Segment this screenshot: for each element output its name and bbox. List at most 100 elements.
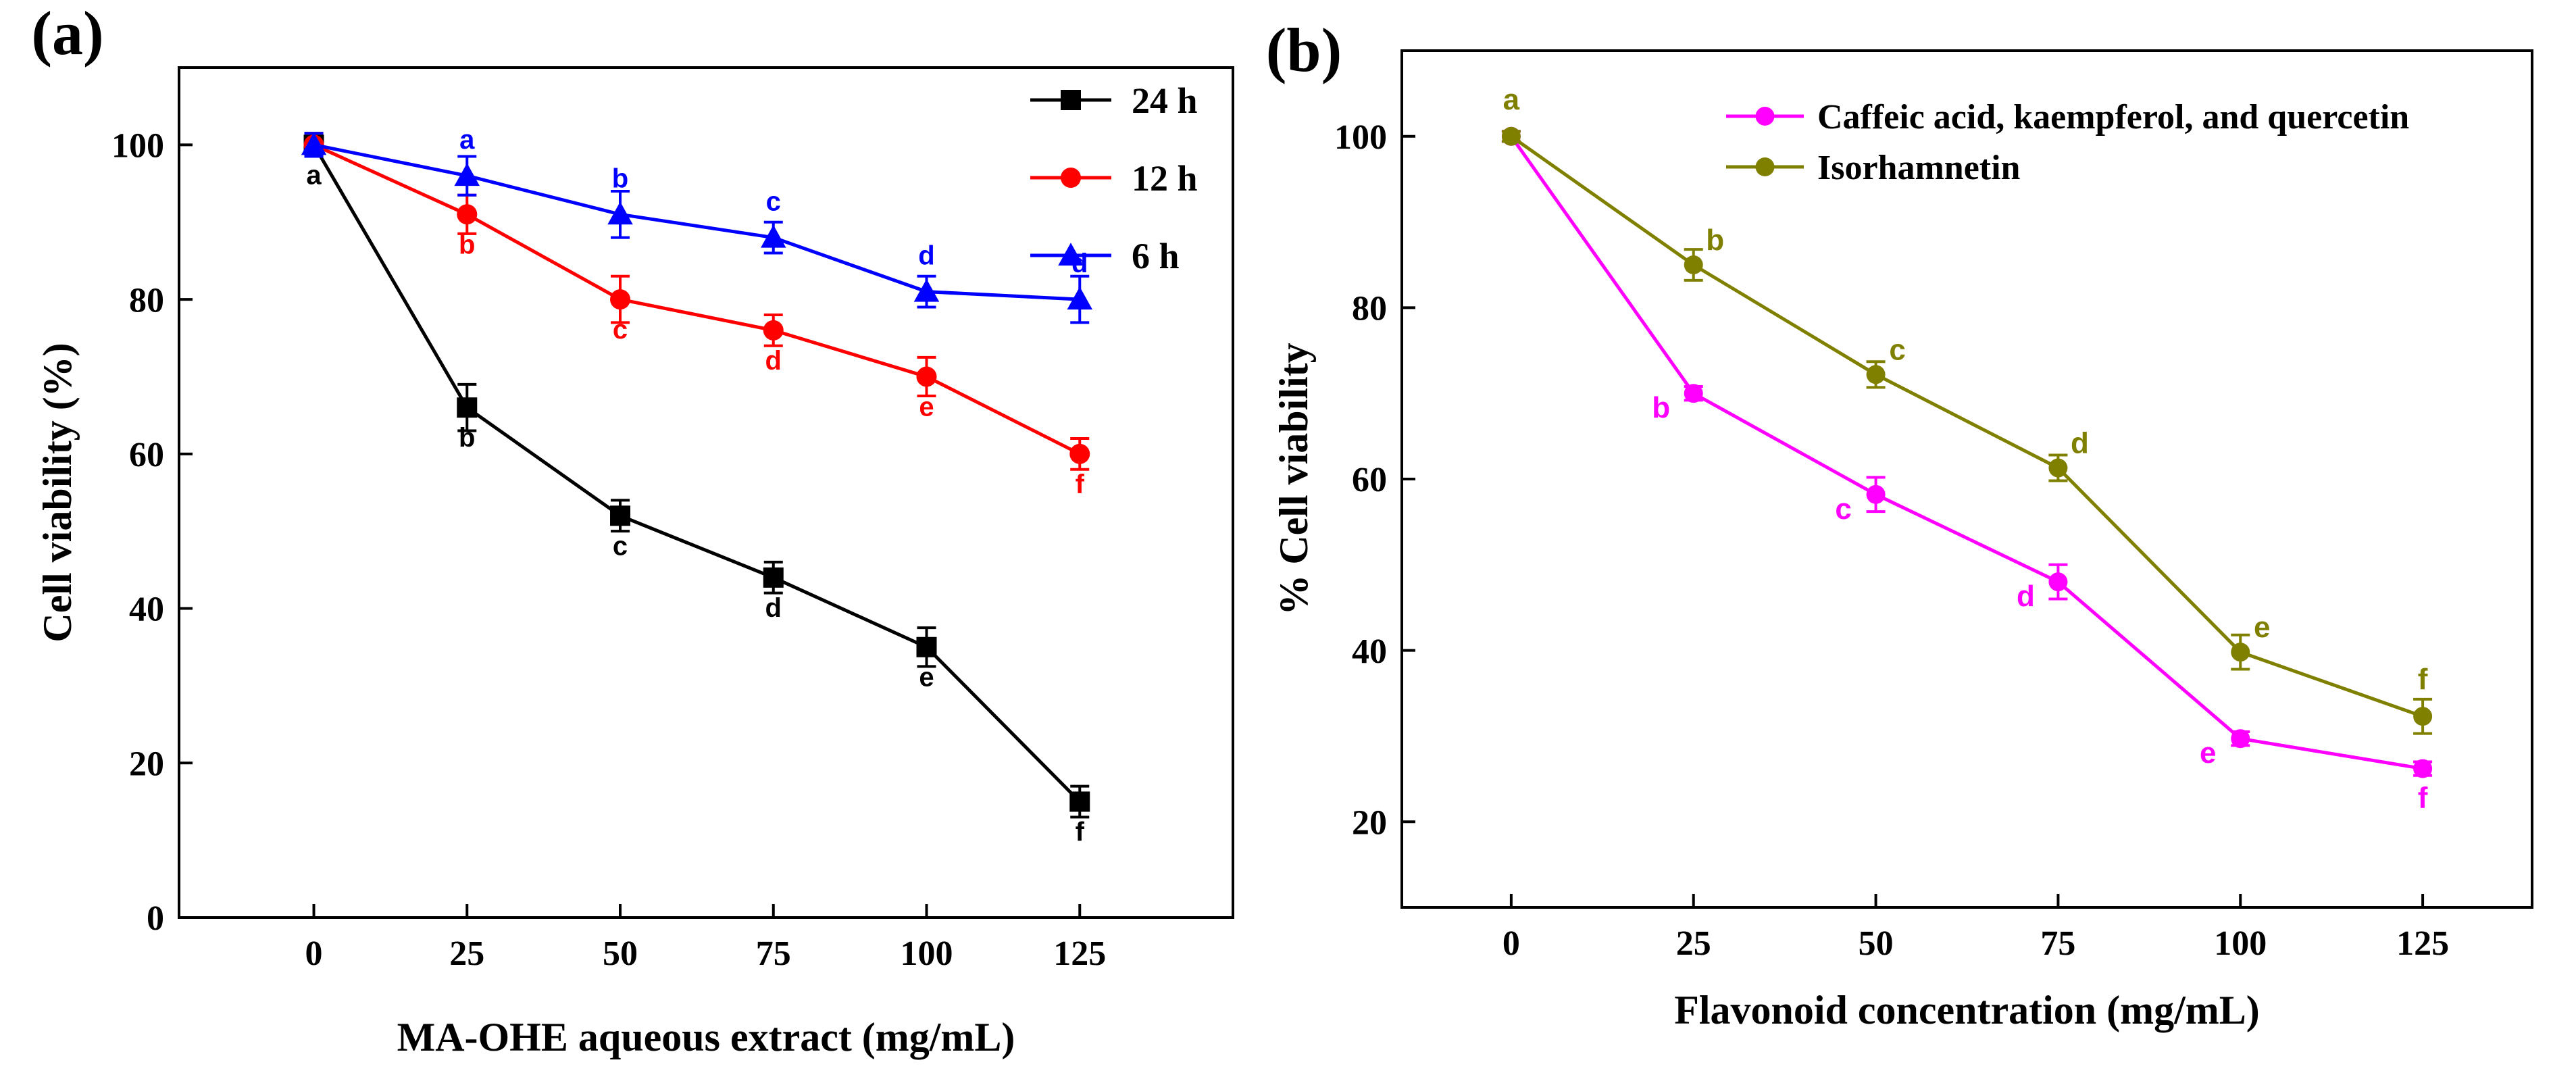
data-point xyxy=(1684,255,1703,274)
legend-marker xyxy=(1755,107,1775,126)
data-point xyxy=(1866,365,1886,384)
significance-letter: c xyxy=(613,531,628,561)
significance-letter: c xyxy=(613,315,628,345)
series-isorhamnetin: a b c d e f xyxy=(1501,83,2433,735)
series-line xyxy=(313,143,1080,301)
x-tick-label: 50 xyxy=(1859,924,1894,963)
series-line xyxy=(1510,134,2423,718)
significance-letter: e xyxy=(2254,611,2270,644)
data-point xyxy=(454,163,480,186)
legend-marker xyxy=(1058,243,1084,266)
significance-letter: b xyxy=(612,164,628,193)
significance-letter: d xyxy=(2071,427,2089,460)
y-tick-label: 40 xyxy=(1352,632,1387,671)
legend-label: 24 h xyxy=(1132,80,1198,121)
y-tick-label: 80 xyxy=(129,281,164,320)
legend-marker xyxy=(1061,168,1081,188)
data-point xyxy=(763,320,784,341)
significance-letter: d xyxy=(918,241,934,271)
y-axis-label: % Cell viability xyxy=(1271,343,1316,615)
series-caffeic-acid-kaempferol-and-quercetin: b c d e f xyxy=(1501,126,2433,815)
chart-panel-b: 20 40 60 80 100 0 25 50 75 100 125 Flavonoid concen… xyxy=(1266,16,2533,1032)
data-point xyxy=(913,278,940,302)
x-tick-label: 50 xyxy=(603,934,638,973)
data-point xyxy=(610,289,631,310)
legend-marker xyxy=(1755,157,1775,176)
significance-letter: b xyxy=(1706,224,1724,257)
data-point xyxy=(2048,458,2068,478)
significance-letter: d xyxy=(2017,580,2035,613)
y-tick-label: 40 xyxy=(129,591,164,629)
x-axis-label: MA-OHE aqueous extract (mg/mL) xyxy=(397,1015,1015,1059)
data-point xyxy=(761,224,786,248)
data-point xyxy=(1069,443,1090,464)
x-tick-label: 75 xyxy=(756,934,791,973)
legend-marker xyxy=(1061,90,1081,110)
significance-letter: b xyxy=(459,423,475,453)
significance-letter: f xyxy=(2418,663,2428,696)
data-point xyxy=(2048,572,2068,592)
significance-letter: c xyxy=(1835,493,1851,526)
panel-label: (a) xyxy=(31,0,103,68)
legend: 24 h 12 h 6 h xyxy=(1030,80,1198,276)
significance-letter: c xyxy=(1889,333,1905,366)
data-point xyxy=(1866,484,1886,504)
significance-letter: e xyxy=(2200,736,2216,770)
y-tick-label: 60 xyxy=(129,436,164,474)
x-tick-label: 100 xyxy=(2214,924,2267,963)
y-tick-label: 80 xyxy=(1352,290,1387,328)
legend-label: 6 h xyxy=(1132,236,1180,276)
x-tick-label: 75 xyxy=(2040,924,2075,963)
significance-letter: e xyxy=(919,663,934,693)
significance-letter: f xyxy=(1076,470,1085,499)
significance-letter: c xyxy=(766,187,781,217)
data-point xyxy=(607,201,633,225)
y-tick-label: 100 xyxy=(1334,118,1387,157)
series-line xyxy=(313,143,1081,456)
data-point xyxy=(1069,791,1090,812)
y-tick-label: 100 xyxy=(111,127,164,166)
series-line xyxy=(1509,135,2423,771)
series-6-h: abcdd xyxy=(301,125,1093,324)
legend-label: Caffeic acid, kaempferol, and quercetin xyxy=(1817,98,2409,136)
x-tick-label: 100 xyxy=(901,934,953,973)
significance-letter: a xyxy=(1503,83,1520,116)
data-point xyxy=(2413,707,2433,726)
significance-letter: f xyxy=(1076,817,1085,847)
data-point xyxy=(1501,126,1521,146)
series-line xyxy=(312,144,1082,803)
y-axis-label: Cell viability (%) xyxy=(35,343,80,642)
significance-letter: d xyxy=(765,346,782,376)
legend: Caffeic acid, kaempferol, and quercetin I… xyxy=(1726,98,2409,187)
data-point xyxy=(1684,384,1703,403)
panel-label: (b) xyxy=(1266,16,1342,84)
significance-letter: b xyxy=(1652,391,1670,424)
data-point xyxy=(457,204,478,225)
chart-panel-a: 0 20 40 60 80 100 0 25 50 75 100 125 MA-OHE aqueous … xyxy=(31,0,1234,1059)
x-tick-label: 0 xyxy=(1502,924,1520,963)
significance-letter: f xyxy=(2418,782,2428,815)
data-point xyxy=(916,366,937,387)
series-12-h: b c d e f xyxy=(303,132,1090,499)
data-point xyxy=(1067,286,1093,310)
y-tick-label: 0 xyxy=(147,899,164,938)
significance-letter: d xyxy=(765,593,782,623)
x-axis-label: Flavonoid concentration (mg/mL) xyxy=(1674,988,2260,1032)
y-tick-label: 20 xyxy=(1352,803,1387,842)
legend-label: Isorhamnetin xyxy=(1817,149,2021,187)
data-point xyxy=(916,636,937,657)
data-point xyxy=(610,505,631,526)
x-tick-label: 25 xyxy=(449,934,484,973)
data-point xyxy=(2231,643,2250,662)
data-point xyxy=(2413,759,2433,778)
x-tick-label: 0 xyxy=(305,934,323,973)
y-tick-label: 20 xyxy=(129,745,164,783)
plot-frame xyxy=(178,66,1234,919)
y-tick-label: 60 xyxy=(1352,461,1387,499)
x-tick-label: 25 xyxy=(1676,924,1711,963)
legend-label: 12 h xyxy=(1132,158,1198,199)
significance-letter: a xyxy=(306,160,322,190)
data-point xyxy=(763,567,784,588)
x-tick-label: 125 xyxy=(1053,934,1106,973)
